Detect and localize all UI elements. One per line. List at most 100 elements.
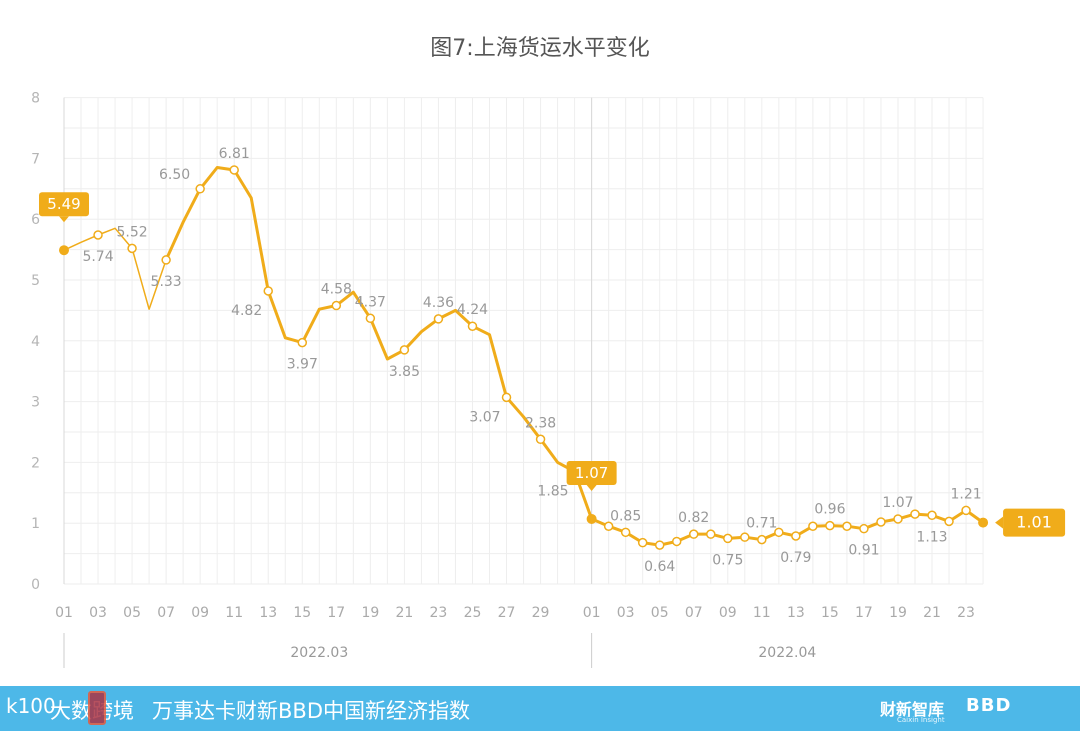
data-point [893, 514, 903, 524]
y-tick-label: 2 [31, 455, 40, 471]
x-tick-label: 09 [719, 605, 737, 621]
data-point [161, 255, 171, 265]
x-tick-label: 01 [583, 605, 601, 621]
data-point [723, 533, 733, 544]
data-point [825, 520, 835, 531]
y-tick-label: 0 [31, 577, 40, 593]
x-tick-label: 05 [123, 605, 141, 621]
data-point [501, 392, 512, 403]
data-point [263, 286, 273, 296]
footer-banner: k100 大数跨境 万事达卡财新BBD中国新经济指数 财新智库 Caixin I… [0, 686, 1080, 731]
data-point [774, 527, 784, 538]
data-point [808, 521, 818, 531]
data-label: 5.33 [151, 274, 182, 290]
series-line-thin [63, 227, 167, 310]
data-label: 4.37 [355, 294, 386, 310]
x-tick-label: 13 [259, 605, 277, 621]
data-label: 6.50 [159, 167, 190, 183]
data-point [195, 184, 205, 194]
data-point [944, 516, 954, 527]
callout-pointer [586, 484, 597, 491]
x-tick-label: 03 [89, 605, 107, 621]
data-point-highlight [978, 517, 989, 528]
data-point [127, 243, 137, 254]
x-tick-label: 05 [651, 605, 669, 621]
y-tick-label: 5 [31, 273, 40, 289]
chart-title: 图7:上海货运水平变化 [430, 36, 650, 61]
data-label: 1.21 [950, 486, 981, 502]
x-tick-label: 25 [464, 605, 482, 621]
y-tick-label: 4 [31, 334, 40, 350]
data-point [399, 345, 410, 355]
footer-subtitle: 万事达卡财新BBD中国新经济指数 [152, 699, 470, 723]
data-point [603, 521, 614, 531]
data-label: 0.85 [610, 508, 641, 524]
data-label: 0.82 [678, 510, 709, 526]
phone-icon [88, 691, 106, 725]
data-point [961, 505, 971, 516]
data-label: 4.24 [457, 302, 488, 318]
data-point [842, 521, 852, 531]
data-point [365, 313, 376, 324]
data-label: 0.96 [814, 502, 845, 518]
data-label: 3.85 [389, 364, 420, 380]
data-label: 1.13 [916, 529, 947, 545]
x-tick-label: 17 [855, 605, 873, 621]
x-tick-label: 21 [395, 605, 413, 621]
x-tick-label: 13 [787, 605, 805, 621]
x-tick-label: 07 [685, 605, 703, 621]
data-point-highlight [59, 245, 69, 256]
data-label: 4.36 [423, 295, 454, 311]
data-point [637, 537, 648, 548]
data-point [859, 523, 869, 534]
x-tick-label: 23 [957, 605, 975, 621]
data-label: 2.38 [525, 415, 556, 431]
data-label: 0.64 [644, 559, 675, 575]
data-point [433, 314, 444, 324]
bbd-logo: BBD [966, 695, 1012, 716]
x-tick-label: 27 [498, 605, 516, 621]
data-label: 3.97 [287, 357, 318, 373]
x-tick-label: 15 [821, 605, 839, 621]
callout-box [1003, 508, 1066, 537]
data-point [467, 321, 478, 331]
data-point [93, 230, 103, 240]
data-point [876, 517, 886, 527]
data-label: 5.52 [116, 224, 147, 240]
data-point-highlight [586, 513, 597, 524]
data-label: 6.81 [219, 146, 250, 162]
data-label: 4.82 [231, 303, 262, 319]
x-tick-label: 15 [293, 605, 311, 621]
data-point [331, 300, 342, 311]
x-tick-label: 09 [191, 605, 209, 621]
callout-pointer [59, 216, 69, 223]
data-point [671, 536, 682, 547]
x-tick-label: 21 [923, 605, 941, 621]
callout-pointer [995, 516, 1004, 529]
callout-label: 5.49 [47, 195, 80, 213]
caixin-insight-logo: 财新智库 [880, 700, 945, 719]
callout-box [566, 460, 617, 485]
data-point [297, 337, 308, 348]
x-tick-label: 07 [157, 605, 175, 621]
data-label: 0.79 [780, 550, 811, 566]
data-point [688, 529, 699, 539]
callout-label: 1.01 [1016, 513, 1052, 532]
x-tick-label: 17 [327, 605, 345, 621]
data-point [740, 532, 750, 542]
brand-logo-icon: k100 [6, 694, 56, 718]
x-group-label: 2022.04 [758, 645, 816, 661]
data-point [229, 165, 239, 175]
y-tick-label: 1 [31, 516, 40, 532]
y-tick-label: 8 [31, 91, 40, 107]
x-group-label: 2022.03 [290, 645, 348, 661]
callout-box [39, 192, 89, 217]
x-tick-label: 11 [753, 605, 771, 621]
data-label: 0.71 [746, 516, 777, 532]
data-label: 0.75 [712, 552, 743, 568]
data-point [654, 540, 665, 550]
y-tick-label: 6 [31, 212, 40, 228]
x-tick-label: 19 [889, 605, 907, 621]
data-label: 5.74 [82, 249, 113, 265]
